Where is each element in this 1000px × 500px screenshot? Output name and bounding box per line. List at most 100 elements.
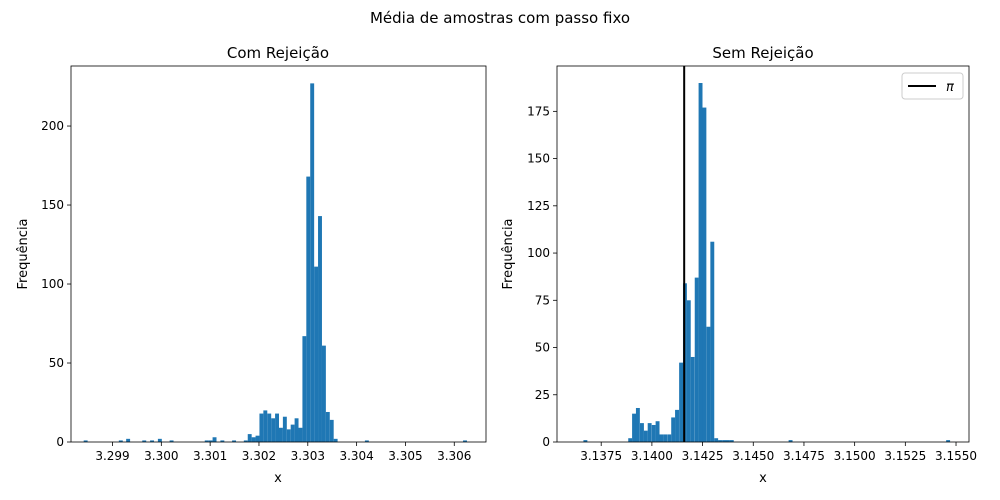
- histogram-bar-sem-rejeicao-17: [690, 356, 695, 442]
- axes-frame-sem-rejeicao: [556, 65, 970, 443]
- histogram-bar-sem-rejeicao-29: [946, 440, 951, 442]
- y-tick-label-com-rejeicao-3: 150: [41, 198, 64, 212]
- histogram-bar-sem-rejeicao-10: [663, 434, 668, 442]
- histogram-bar-com-rejeicao-9: [212, 437, 217, 442]
- histogram-bar-com-rejeicao-1: [118, 440, 123, 442]
- histogram-bar-sem-rejeicao-24: [718, 440, 722, 442]
- histogram-bar-com-rejeicao-10: [220, 440, 225, 442]
- x-tick-label-com-rejeicao-4: 3.303: [291, 449, 325, 463]
- histogram-bar-sem-rejeicao-7: [651, 424, 656, 442]
- y-tick-label-sem-rejeicao-5: 125: [527, 199, 550, 213]
- y-tick-label-com-rejeicao-2: 100: [41, 277, 64, 291]
- histogram-bar-com-rejeicao-28: [306, 176, 311, 442]
- x-tick-label-sem-rejeicao-5: 3.1500: [834, 449, 876, 463]
- x-tick-label-sem-rejeicao-0: 3.1375: [580, 449, 622, 463]
- histogram-bar-sem-rejeicao-18: [694, 277, 699, 442]
- histogram-bar-com-rejeicao-36: [364, 440, 369, 442]
- histogram-bar-sem-rejeicao-2: [632, 413, 636, 442]
- y-tick-label-sem-rejeicao-3: 75: [535, 293, 550, 307]
- subplot-sem-rejeicao: Sem Rejeição 3.1375 3.1400 3.1425 3.1450 3.1…: [501, 44, 977, 486]
- x-tick-label-com-rejeicao-7: 3.306: [437, 449, 471, 463]
- x-tick-label-com-rejeicao-3: 3.302: [242, 449, 276, 463]
- histogram-bar-com-rejeicao-27: [302, 336, 307, 442]
- histogram-bar-com-rejeicao-21: [278, 427, 283, 442]
- histogram-bar-com-rejeicao-23: [286, 429, 291, 442]
- histogram-bar-sem-rejeicao-5: [643, 430, 648, 442]
- histogram-bar-sem-rejeicao-3: [635, 407, 640, 442]
- histogram-bar-com-rejeicao-3: [142, 440, 147, 442]
- histogram-bar-com-rejeicao-0: [83, 440, 88, 442]
- histogram-bar-com-rejeicao-37: [463, 440, 467, 442]
- y-axis-label-sem-rejeicao: Frequência: [501, 218, 516, 289]
- histogram-bar-sem-rejeicao-23: [714, 438, 719, 442]
- histogram-bar-sem-rejeicao-8: [655, 421, 660, 442]
- histogram-bar-com-rejeicao-14: [251, 437, 256, 442]
- x-tick-label-sem-rejeicao-6: 3.1525: [884, 449, 926, 463]
- x-tick-label-com-rejeicao-6: 3.305: [388, 449, 422, 463]
- ticks-com-rejeicao: 3.299 3.300 3.301 3.302 3.303 3.304 3.305 3.306…: [41, 119, 471, 463]
- histogram-bar-sem-rejeicao-16: [686, 300, 691, 442]
- histogram-bar-sem-rejeicao-26: [725, 440, 730, 442]
- x-axis-label-com-rejeicao: x: [274, 471, 282, 486]
- x-tick-label-sem-rejeicao-3: 3.1450: [732, 449, 774, 463]
- histogram-bar-com-rejeicao-7: [204, 440, 209, 442]
- subplot-com-rejeicao: Com Rejeição 3.299 3.300 3.301 3.302 3.303 3.…: [16, 44, 487, 486]
- x-axis-label-sem-rejeicao: x: [759, 471, 767, 486]
- legend-label-pi: π: [946, 80, 954, 95]
- histogram-bar-com-rejeicao-33: [325, 411, 330, 442]
- y-tick-label-sem-rejeicao-2: 50: [535, 341, 550, 355]
- histogram-bar-sem-rejeicao-19: [698, 83, 703, 442]
- histogram-bar-sem-rejeicao-1: [628, 438, 633, 442]
- histogram-bar-com-rejeicao-32: [321, 345, 326, 442]
- y-tick-label-sem-rejeicao-4: 100: [527, 246, 550, 260]
- histogram-bar-com-rejeicao-6: [169, 440, 174, 442]
- x-tick-label-sem-rejeicao-2: 3.1425: [682, 449, 724, 463]
- y-tick-label-sem-rejeicao-7: 175: [527, 104, 550, 118]
- y-tick-label-com-rejeicao-4: 200: [41, 119, 64, 133]
- histogram-bar-sem-rejeicao-28: [788, 440, 793, 442]
- histogram-bar-com-rejeicao-18: [267, 413, 272, 442]
- histogram-bar-com-rejeicao-31: [318, 216, 322, 442]
- subplot-title-sem-rejeicao: Sem Rejeição: [712, 44, 813, 62]
- x-tick-label-com-rejeicao-5: 3.304: [339, 449, 373, 463]
- histogram-bar-com-rejeicao-16: [259, 413, 264, 442]
- histogram-bar-sem-rejeicao-6: [647, 423, 652, 442]
- histogram-bar-com-rejeicao-26: [298, 427, 303, 442]
- x-tick-label-sem-rejeicao-4: 3.1475: [783, 449, 825, 463]
- histogram-bar-com-rejeicao-17: [263, 410, 268, 442]
- histogram-bar-sem-rejeicao-20: [702, 107, 707, 442]
- histogram-bar-com-rejeicao-4: [150, 440, 155, 442]
- histogram-bar-sem-rejeicao-12: [671, 417, 676, 442]
- histogram-bar-com-rejeicao-5: [157, 438, 162, 442]
- y-tick-label-com-rejeicao-1: 50: [49, 356, 64, 370]
- bars-com-rejeicao: [83, 83, 467, 442]
- histogram-bar-sem-rejeicao-25: [722, 440, 727, 442]
- figure-suptitle: Média de amostras com passo fixo: [370, 9, 630, 27]
- y-tick-label-sem-rejeicao-6: 150: [527, 152, 550, 166]
- axes-frame-com-rejeicao: [70, 65, 487, 443]
- x-tick-label-sem-rejeicao-1: 3.1400: [631, 449, 673, 463]
- histogram-bar-com-rejeicao-13: [247, 434, 252, 442]
- y-tick-label-sem-rejeicao-0: 0: [542, 435, 550, 449]
- legend: π: [901, 72, 964, 100]
- y-axis-label-com-rejeicao: Frequência: [16, 218, 31, 289]
- histogram-bar-com-rejeicao-8: [208, 440, 213, 442]
- x-tick-label-sem-rejeicao-7: 3.1550: [935, 449, 977, 463]
- histogram-bar-com-rejeicao-2: [126, 438, 131, 442]
- histogram-bar-sem-rejeicao-0: [583, 440, 588, 442]
- histogram-bar-com-rejeicao-34: [329, 419, 334, 442]
- histogram-bar-com-rejeicao-35: [333, 438, 338, 442]
- histogram-bar-sem-rejeicao-22: [710, 241, 715, 442]
- histogram-bar-sem-rejeicao-4: [640, 423, 644, 442]
- histogram-bar-com-rejeicao-20: [275, 413, 279, 442]
- y-tick-label-com-rejeicao-0: 0: [56, 435, 64, 449]
- histogram-bar-sem-rejeicao-11: [667, 434, 672, 442]
- histogram-bar-com-rejeicao-25: [294, 418, 299, 442]
- x-tick-label-com-rejeicao-1: 3.300: [144, 449, 178, 463]
- x-tick-label-com-rejeicao-0: 3.299: [95, 449, 129, 463]
- histogram-bar-sem-rejeicao-9: [659, 434, 664, 442]
- y-tick-label-sem-rejeicao-1: 25: [535, 388, 550, 402]
- histogram-bar-sem-rejeicao-21: [706, 326, 711, 442]
